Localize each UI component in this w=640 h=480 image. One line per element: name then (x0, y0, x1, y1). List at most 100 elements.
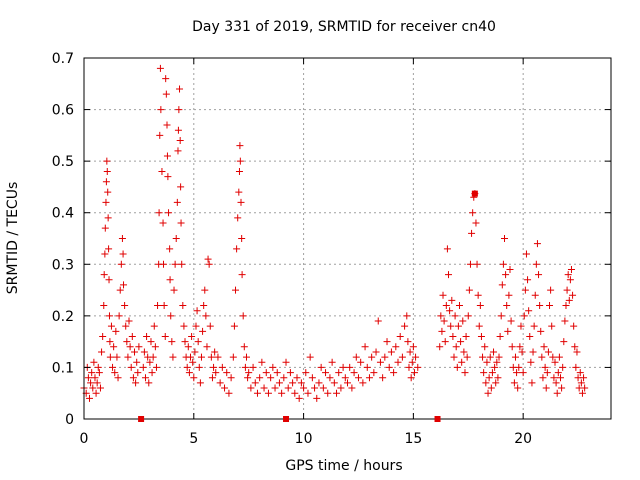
data-point (235, 167, 243, 175)
data-point (206, 322, 214, 330)
data-point (558, 384, 566, 392)
data-point (401, 322, 409, 330)
data-point (465, 286, 473, 294)
data-point (211, 348, 219, 356)
data-point (230, 322, 238, 330)
data-point (555, 353, 563, 361)
data-point (352, 353, 360, 361)
data-point (562, 302, 570, 310)
data-point (567, 265, 575, 273)
data-point (486, 353, 494, 361)
data-point (437, 312, 445, 320)
data-point (109, 363, 117, 371)
data-point (392, 343, 400, 351)
data-point (570, 322, 578, 330)
data-point (131, 348, 139, 356)
data-point (481, 343, 489, 351)
data-point (531, 291, 539, 299)
data-point (466, 260, 474, 268)
data-point (90, 358, 98, 366)
data-point (518, 348, 526, 356)
x-axis-label: GPS time / hours (285, 458, 402, 474)
data-point (563, 286, 571, 294)
data-point (461, 369, 469, 377)
data-point (241, 363, 249, 371)
data-points (80, 64, 589, 402)
data-point (341, 374, 349, 382)
data-point (235, 188, 243, 196)
data-point (242, 353, 250, 361)
y-tick-label: 0.3 (52, 257, 74, 273)
data-point (463, 353, 471, 361)
data-point (449, 332, 457, 340)
data-point (363, 363, 371, 371)
plot-frame (83, 57, 612, 420)
data-point (410, 369, 418, 377)
data-point (127, 363, 135, 371)
data-point (447, 322, 455, 330)
data-point (538, 353, 546, 361)
data-point (354, 374, 362, 382)
data-point (253, 389, 261, 397)
data-point (564, 271, 572, 279)
data-point (260, 384, 268, 392)
data-point (499, 260, 507, 268)
data-point (180, 322, 188, 330)
data-point (204, 255, 212, 263)
data-point (159, 219, 167, 227)
data-point (207, 353, 215, 361)
data-point (406, 348, 414, 356)
data-point (335, 369, 343, 377)
data-point (436, 343, 444, 351)
data-point (247, 384, 255, 392)
data-point (480, 369, 488, 377)
data-point (174, 126, 182, 134)
data-point (547, 286, 555, 294)
data-point (135, 343, 143, 351)
data-point (448, 296, 456, 304)
data-point (232, 286, 240, 294)
data-point (308, 374, 316, 382)
data-point (403, 312, 411, 320)
data-point (372, 348, 380, 356)
data-point (154, 302, 162, 310)
data-point (577, 379, 585, 387)
data-point (457, 338, 465, 346)
data-point (348, 384, 356, 392)
data-point (289, 379, 297, 387)
axis-ticks (83, 57, 611, 420)
data-point (515, 363, 523, 371)
data-point (87, 379, 95, 387)
data-point (177, 219, 185, 227)
data-point (186, 353, 194, 361)
data-point (451, 312, 459, 320)
data-point (530, 322, 538, 330)
data-point (221, 384, 229, 392)
data-point (181, 338, 189, 346)
data-point (536, 302, 544, 310)
data-point (98, 348, 106, 356)
data-point (370, 369, 378, 377)
data-point (383, 338, 391, 346)
data-point (576, 369, 584, 377)
data-point (162, 90, 170, 98)
data-point (146, 358, 154, 366)
data-point (552, 379, 560, 387)
data-point (491, 363, 499, 371)
data-point (548, 322, 556, 330)
data-point (121, 302, 129, 310)
data-point (484, 389, 492, 397)
data-point (407, 374, 415, 382)
data-point (227, 374, 235, 382)
data-point (414, 363, 422, 371)
data-point (553, 389, 561, 397)
data-point (176, 85, 184, 93)
data-point (216, 379, 224, 387)
data-point (128, 332, 136, 340)
data-point (113, 353, 121, 361)
data-point (387, 348, 395, 356)
data-point (280, 374, 288, 382)
data-point (535, 271, 543, 279)
x-tick-label: 0 (80, 431, 89, 447)
data-point (483, 358, 491, 366)
